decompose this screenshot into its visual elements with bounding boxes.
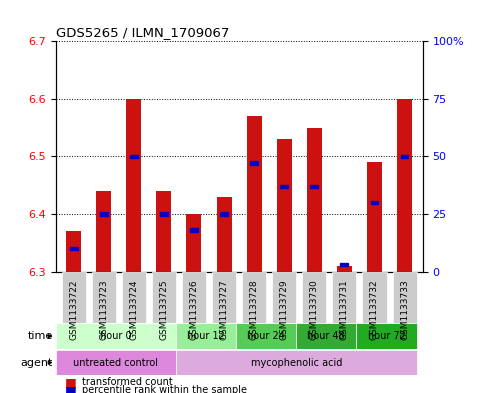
Bar (250, 162, 258, 165)
Text: percentile rank within the sample: percentile rank within the sample (82, 385, 247, 393)
Text: GSM1133729: GSM1133729 (280, 279, 289, 340)
Bar (92, 272, 116, 323)
Bar (130, 154, 138, 158)
Text: GSM1133727: GSM1133727 (220, 279, 228, 340)
Text: mycophenolic acid: mycophenolic acid (251, 358, 342, 367)
Bar (370, 201, 378, 204)
Text: GSM1133731: GSM1133731 (340, 279, 349, 340)
Bar (156, 191, 171, 272)
Text: hour 72: hour 72 (368, 331, 406, 341)
Bar (160, 212, 168, 216)
Bar (280, 184, 288, 188)
Bar (296, 323, 356, 349)
Bar (302, 272, 327, 323)
Bar (152, 272, 176, 323)
Bar (220, 212, 228, 216)
Text: GSM1133723: GSM1133723 (99, 279, 108, 340)
Bar (236, 323, 296, 349)
Text: untreated control: untreated control (73, 358, 158, 367)
Text: GSM1133733: GSM1133733 (400, 279, 409, 340)
Bar (362, 272, 386, 323)
Bar (247, 116, 262, 272)
Text: time: time (28, 331, 53, 341)
Bar (56, 350, 176, 375)
Bar (272, 272, 296, 323)
Text: ■: ■ (65, 376, 77, 389)
Bar (397, 99, 412, 272)
Bar (56, 323, 176, 349)
Bar (332, 272, 356, 323)
Text: hour 48: hour 48 (308, 331, 345, 341)
Bar (176, 350, 417, 375)
Bar (61, 272, 85, 323)
Text: GSM1133730: GSM1133730 (310, 279, 319, 340)
Bar (277, 139, 292, 272)
Bar (126, 99, 142, 272)
Bar (186, 214, 201, 272)
Text: GSM1133724: GSM1133724 (129, 279, 138, 340)
Bar (96, 191, 111, 272)
Bar (393, 272, 417, 323)
Bar (100, 212, 108, 216)
Bar (176, 323, 236, 349)
Text: GSM1133722: GSM1133722 (69, 279, 78, 340)
Text: hour 12: hour 12 (187, 331, 225, 341)
Text: GSM1133732: GSM1133732 (370, 279, 379, 340)
Bar (356, 323, 417, 349)
Bar (66, 231, 81, 272)
Bar (242, 272, 266, 323)
Bar (70, 247, 77, 250)
Bar (401, 154, 409, 158)
Text: transformed count: transformed count (82, 377, 173, 387)
Bar (216, 197, 231, 272)
Text: GSM1133728: GSM1133728 (250, 279, 258, 340)
Bar (122, 272, 146, 323)
Text: ■: ■ (65, 384, 77, 393)
Text: hour 24: hour 24 (247, 331, 285, 341)
Text: GSM1133725: GSM1133725 (159, 279, 169, 340)
Bar (212, 272, 236, 323)
Text: GDS5265 / ILMN_1709067: GDS5265 / ILMN_1709067 (56, 26, 229, 39)
Text: agent: agent (21, 358, 53, 367)
Bar (367, 162, 382, 272)
Text: GSM1133726: GSM1133726 (189, 279, 199, 340)
Bar (337, 266, 352, 272)
Bar (341, 263, 348, 266)
Text: hour 0: hour 0 (100, 331, 131, 341)
Bar (311, 184, 318, 188)
Bar (307, 128, 322, 272)
Bar (190, 228, 198, 232)
Bar (182, 272, 206, 323)
